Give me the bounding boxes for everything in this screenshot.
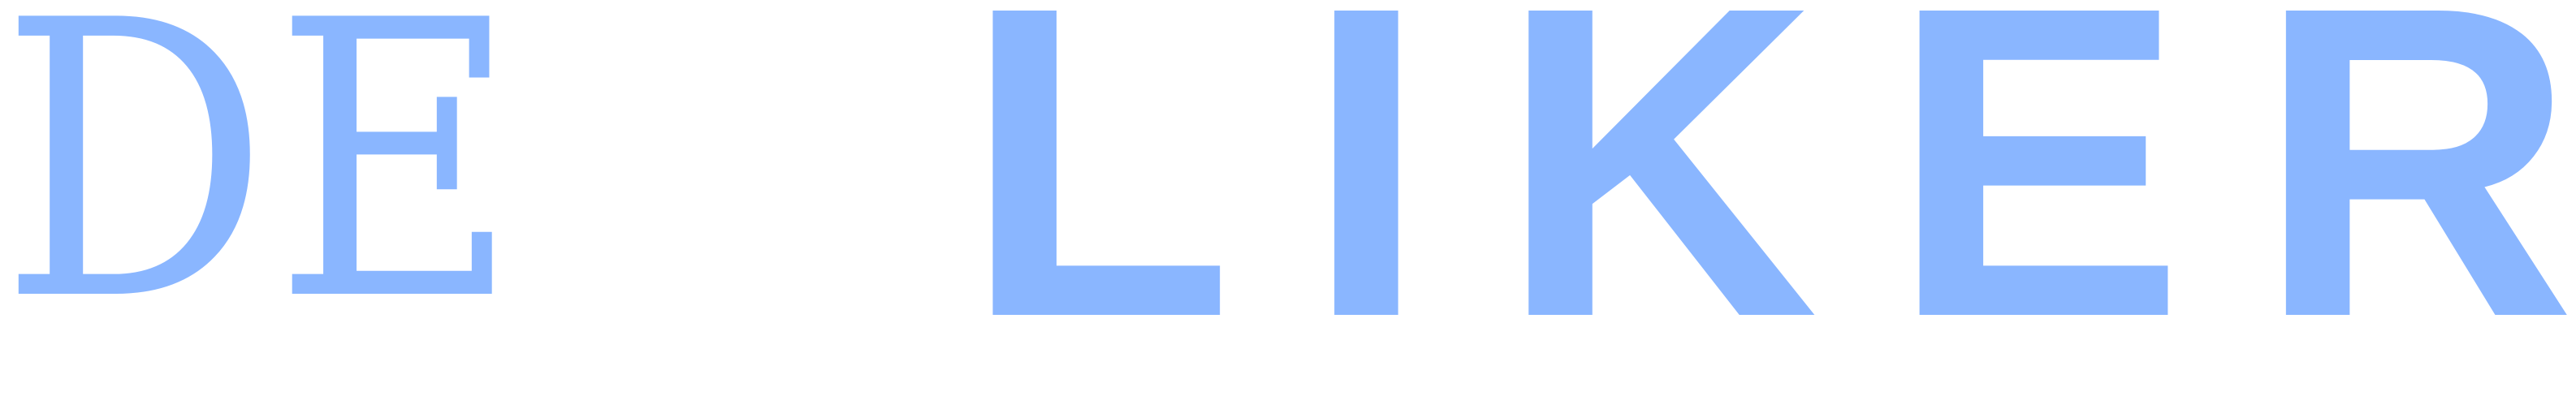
- logo-letter-k: K: [1498, 0, 1819, 409]
- logo-letter-r: R: [2256, 0, 2576, 409]
- logo-letter-i: I: [1304, 0, 1428, 409]
- logo-letter-e: E: [1890, 0, 2185, 409]
- logo-word-liker: L I K E R: [963, 0, 2576, 409]
- logo-word-de: DE: [0, 0, 543, 384]
- logo-letter-l: L: [963, 0, 1234, 409]
- logo-word-de-text: DE: [0, 0, 524, 384]
